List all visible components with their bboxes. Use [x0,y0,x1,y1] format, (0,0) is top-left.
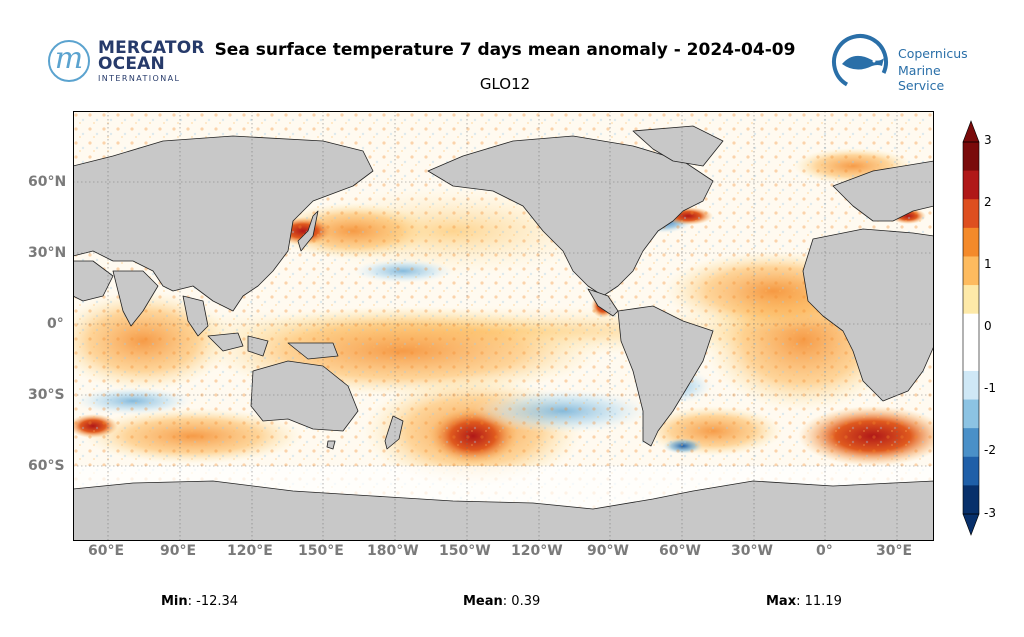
stat-max-value: 11.19 [804,594,842,609]
lon-tick-60e: 60°E [88,543,125,559]
stat-max: Max: 11.19 [766,594,842,609]
mercator-mark-icon: m [48,40,90,82]
lon-tick-60w: 60°W [659,543,701,559]
colorbar-cell [963,142,979,172]
lon-tick-0: 0° [816,543,833,559]
stat-mean: Mean: 0.39 [463,594,541,609]
lat-tick-60s: 60°S [28,458,65,474]
copernicus-logo: Copernicus Marine Service [830,32,990,93]
stat-mean-label: Mean [463,594,503,609]
lat-tick-0: 0° [47,316,64,332]
colorbar-cell [963,285,979,315]
mercator-ocean-logo: m MERCATOR OCEAN INTERNATIONAL [48,38,204,88]
lon-tick-150w: 150°W [439,543,491,559]
copernicus-logo-line2: Marine Service [898,63,945,93]
map-frame [73,111,934,541]
graticule [73,111,934,541]
colorbar-tick-neg2: -2 [984,443,996,457]
lat-tick-30s: 30°S [28,387,65,403]
colorbar-cell [963,456,979,486]
colorbar-cell [963,342,979,372]
mercator-logo-line3: INTERNATIONAL [98,74,181,83]
lat-tick-30n: 30°N [28,245,67,261]
map-subtitle: GLO12 [479,75,531,93]
colorbar-max-arrow [962,120,980,143]
mercator-logo-line2: OCEAN [98,54,165,74]
lon-tick-30w: 30°W [731,543,773,559]
map-title: Sea surface temperature 7 days mean anom… [214,40,796,60]
mercator-logo-line1: MERCATOR [98,38,205,58]
stat-max-label: Max [766,594,797,609]
colorbar-cells [963,142,979,515]
lon-tick-120w: 120°W [511,543,563,559]
colorbar-min-arrow [962,513,980,536]
lat-tick-60n: 60°N [28,174,67,190]
colorbar [962,120,980,536]
colorbar-cell [963,428,979,458]
colorbar-cell [963,485,979,515]
colorbar-cell [963,256,979,286]
stat-mean-value: 0.39 [511,594,541,609]
colorbar-cell [963,227,979,257]
stat-min-value: -12.34 [196,594,239,609]
colorbar-tick-3: 3 [984,133,992,147]
colorbar-tick-neg3: -3 [984,506,996,520]
copernicus-fish-icon [832,34,888,90]
colorbar-tick-neg1: -1 [984,381,996,395]
colorbar-tick-1: 1 [984,257,992,271]
stat-min: Min: -12.34 [161,594,239,609]
anomaly-field [73,111,934,541]
copernicus-logo-line1: Copernicus [898,46,968,61]
colorbar-cell [963,170,979,200]
colorbar-cell [963,199,979,229]
lon-tick-90w: 90°W [587,543,629,559]
colorbar-cell [963,370,979,401]
stat-min-label: Min [161,594,188,609]
lon-tick-180w: 180°W [367,543,419,559]
lon-tick-150e: 150°E [298,543,344,559]
lon-tick-90e: 90°E [160,543,197,559]
colorbar-cell [963,399,979,429]
colorbar-tick-0: 0 [984,319,992,333]
lon-tick-120e: 120°E [227,543,273,559]
sst-anomaly-map [73,111,934,541]
lon-tick-30e: 30°E [876,543,913,559]
colorbar-tick-2: 2 [984,195,992,209]
land-masses [73,125,934,541]
colorbar-cell [963,313,979,343]
